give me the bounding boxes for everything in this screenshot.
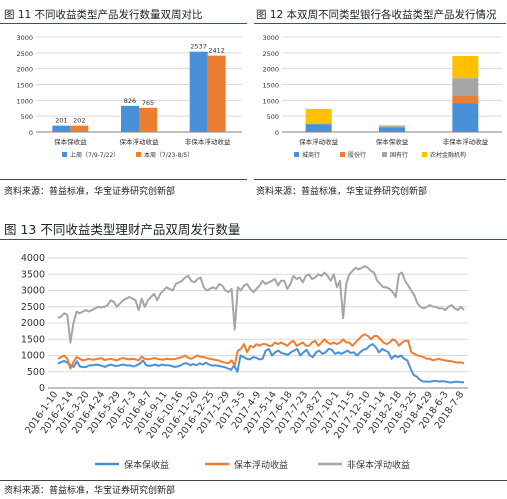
figure-11-source: 资料来源：普益标准，华宝证券研究创新部 [4, 187, 176, 197]
legend-label: 国有行 [390, 151, 408, 159]
x-tick-label: 非保本浮动收益 [443, 137, 489, 146]
data-label: 826 [124, 97, 136, 105]
y-tick-label: 3500 [21, 269, 45, 280]
y-tick-label: 3000 [262, 34, 279, 42]
bar-segment [379, 127, 405, 132]
bar-segment [452, 78, 479, 96]
legend-label: 股份行 [348, 151, 366, 159]
bar-segment [379, 126, 405, 128]
figure-11-title-rule [0, 23, 247, 24]
data-label: 2537 [190, 43, 207, 51]
bar-segment [452, 56, 479, 79]
figure-12-source: 资料来源：普益标准，华宝证券研究创新部 [256, 187, 428, 197]
figure-13-title: 图 13 不同收益类型理财产品双周发行数量 [4, 222, 241, 237]
legend-label: 保本保收益 [124, 459, 169, 471]
figure-12-title: 图 12 本双周不同类型银行各收益类型产品发行情况 [256, 9, 497, 21]
y-tick-label: 2000 [262, 66, 279, 74]
legend-label: 本周（7/23-8/5） [144, 151, 193, 159]
y-tick-label: 1500 [21, 334, 45, 345]
y-tick-label: 0 [39, 383, 45, 394]
figure-11-chart: 0 500 1000 1500 2000 2500 3000 201 202 保本保收益 826 76… [16, 34, 242, 159]
figure-12-bottom-rule [254, 179, 506, 180]
y-tick-label: 0 [29, 129, 33, 137]
figure-12-chart: 0 500 1000 1500 2000 2500 3000 保本浮动收益 保本保收益 非保本浮动… [262, 34, 502, 159]
y-tick-label: 1500 [16, 82, 33, 90]
figure-12: 图 12 本双周不同类型银行各收益类型产品发行情况 0 500 1000 1500 20… [254, 0, 507, 200]
legend-swatch [382, 152, 387, 157]
figure-13-title-rule [0, 239, 507, 240]
bar [121, 105, 139, 132]
y-tick-label: 4000 [21, 253, 45, 264]
y-tick-label: 500 [21, 113, 33, 121]
y-tick-label: 3000 [21, 286, 45, 297]
y-tick-label: 2500 [16, 50, 33, 58]
y-tick-label: 1500 [262, 82, 279, 90]
y-tick-label: 1000 [262, 97, 279, 105]
series-line [57, 265, 465, 344]
legend-swatch [422, 152, 427, 157]
bar [52, 125, 71, 132]
bar [139, 107, 157, 132]
y-tick-label: 500 [27, 367, 45, 378]
bar-segment [305, 108, 332, 125]
data-label: 2412 [208, 47, 225, 55]
y-tick-label: 1000 [16, 97, 33, 105]
legend-swatch [294, 152, 299, 157]
bar [207, 55, 226, 132]
bar [70, 125, 89, 132]
y-tick-label: 2500 [262, 50, 279, 58]
x-tick-label: 保本浮动收益 [120, 137, 160, 146]
figure-13-chart: 050010001500200025003000350040002016-1-1… [21, 253, 468, 471]
y-tick-label: 2000 [21, 318, 45, 329]
figure-11-title: 图 11 不同收益类型产品发行数量双周对比 [4, 9, 203, 21]
legend-label: 上周（7/9-7/22） [70, 151, 119, 159]
legend-label: 非保本浮动收益 [347, 459, 410, 471]
y-tick-label: 2000 [16, 66, 33, 74]
data-label: 201 [55, 117, 67, 125]
figure-12-title-rule [254, 23, 506, 24]
data-label: 202 [73, 117, 85, 125]
legend-label: 城商行 [302, 151, 320, 159]
figure-11-bottom-rule [0, 179, 247, 180]
legend-label: 农村金融机构 [430, 151, 466, 159]
data-label: 765 [142, 99, 154, 107]
bar-segment [452, 103, 479, 132]
figure-13-source: 资料来源：普益标准，华宝证券研究创新部 [4, 486, 176, 496]
figure-11: 图 11 不同收益类型产品发行数量双周对比 0 500 1000 1500 2000 25… [0, 0, 248, 200]
figure-13-bottom-rule [0, 480, 507, 481]
legend-swatch [62, 152, 67, 157]
legend-swatch [136, 152, 141, 157]
y-tick-label: 500 [267, 113, 279, 121]
y-tick-label: 0 [275, 129, 279, 137]
y-tick-label: 3000 [16, 34, 33, 42]
bar-segment [379, 125, 405, 127]
series-line [57, 333, 465, 370]
series-line [57, 343, 465, 384]
legend-label: 保本浮动收益 [234, 459, 288, 471]
x-tick-label: 保本浮动收益 [299, 137, 339, 146]
x-tick-label: 非保本浮动收益 [185, 137, 231, 146]
bar-segment [452, 95, 479, 104]
figure-13: 图 13 不同收益类型理财产品双周发行数量 0 500 1000 1500 2000 25… [0, 212, 507, 499]
x-tick-label: 保本保收益 [54, 137, 87, 146]
legend-swatch [340, 152, 345, 157]
y-tick-label: 1000 [21, 351, 45, 362]
y-tick-label: 2500 [21, 302, 45, 313]
bar [189, 51, 208, 132]
bar-segment [305, 124, 332, 132]
x-tick-label: 保本保收益 [376, 137, 409, 146]
